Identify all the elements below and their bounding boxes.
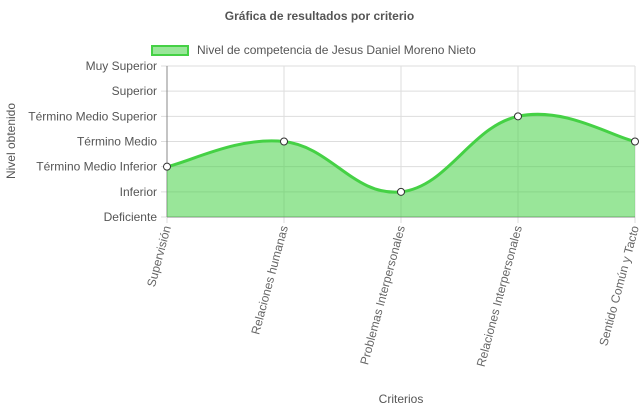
x-axis-title: Criterios — [379, 392, 424, 406]
legend-swatch — [151, 44, 189, 56]
series-area-fill — [167, 114, 635, 217]
y-tick-label: Inferior — [120, 185, 157, 199]
data-point — [280, 137, 288, 146]
x-tick-label: Relaciones humanas — [248, 224, 291, 336]
y-tick-labels: Deficiente Inferior Término Medio Inferior… — [28, 59, 157, 224]
data-point — [163, 162, 171, 171]
data-point — [631, 137, 639, 146]
legend[interactable]: Nivel de competencia de Jesus Daniel Mor… — [151, 41, 476, 59]
x-tick-label: Sentido Común y Tacto — [596, 224, 639, 348]
y-tick-label: Deficiente — [104, 210, 158, 224]
y-tick-label: Término Medio Superior — [28, 109, 157, 123]
x-tick-label: Relaciones Interpersonales — [474, 224, 525, 368]
y-tick-label: Muy Superior — [86, 59, 157, 73]
y-tick-label: Término Medio Inferior — [36, 160, 157, 174]
x-tick-labels: Supervisión Relaciones humanas Problemas I… — [144, 224, 639, 368]
chart-title: Gráfica de resultados por criterio — [224, 9, 415, 23]
x-tick-label: Supervisión — [144, 224, 174, 288]
y-axis-title: Nivel obtenido — [4, 103, 18, 179]
y-tick-label: Superior — [112, 84, 157, 98]
x-tick-label: Problemas Interpersonales — [357, 224, 408, 366]
y-tick-label: Término Medio — [77, 135, 157, 149]
data-point — [397, 187, 405, 196]
data-point — [514, 112, 522, 121]
legend-label: Nivel de competencia de Jesus Daniel Mor… — [197, 43, 476, 57]
data-points — [163, 112, 639, 196]
